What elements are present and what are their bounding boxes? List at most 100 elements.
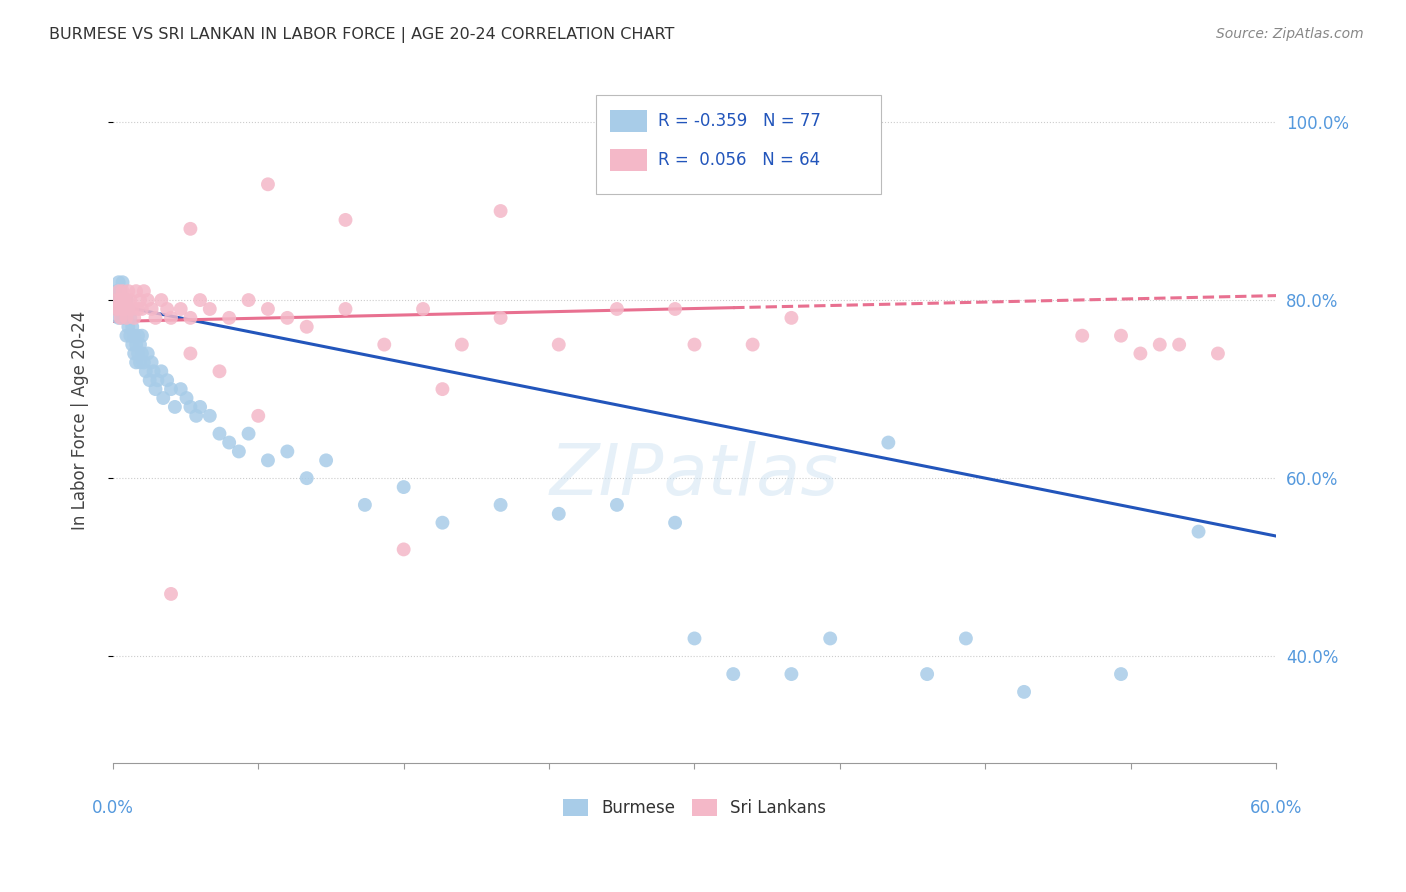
Point	[1109, 667, 1132, 681]
Point	[392, 542, 415, 557]
Point	[315, 453, 337, 467]
Point	[110, 301, 132, 316]
Point	[120, 310, 142, 325]
Point	[107, 301, 129, 316]
Point	[160, 382, 183, 396]
Point	[136, 346, 159, 360]
Point	[115, 310, 138, 325]
Point	[664, 516, 686, 530]
Point	[141, 355, 163, 369]
Point	[188, 400, 211, 414]
Point	[122, 310, 145, 325]
Point	[150, 293, 173, 307]
Point	[354, 498, 377, 512]
Point	[125, 284, 148, 298]
Text: ZIPatlas: ZIPatlas	[550, 441, 839, 509]
Point	[335, 213, 357, 227]
Point	[412, 301, 434, 316]
Point	[432, 382, 454, 396]
Point	[489, 204, 512, 219]
Point	[198, 409, 221, 423]
Point	[723, 667, 745, 681]
Point	[160, 310, 183, 325]
Point	[179, 222, 201, 236]
Point	[606, 498, 628, 512]
Point	[110, 284, 132, 298]
Point	[145, 382, 167, 396]
Point	[179, 310, 201, 325]
Point	[247, 409, 270, 423]
Point	[131, 328, 153, 343]
Point	[125, 355, 148, 369]
Point	[129, 355, 152, 369]
Point	[131, 346, 153, 360]
Point	[121, 301, 143, 316]
FancyBboxPatch shape	[596, 95, 880, 194]
Point	[127, 301, 149, 316]
Point	[1168, 337, 1191, 351]
Point	[131, 301, 153, 316]
Point	[295, 319, 318, 334]
Point	[122, 346, 145, 360]
Text: R =  0.056   N = 64: R = 0.056 N = 64	[658, 151, 821, 169]
Point	[120, 328, 142, 343]
Point	[117, 301, 139, 316]
Point	[392, 480, 415, 494]
Point	[107, 275, 129, 289]
Point	[780, 310, 803, 325]
Point	[111, 310, 134, 325]
Point	[276, 444, 298, 458]
Point	[107, 310, 129, 325]
Point	[1071, 328, 1094, 343]
Point	[129, 293, 152, 307]
Point	[1012, 685, 1035, 699]
Point	[160, 587, 183, 601]
Point	[132, 284, 155, 298]
Point	[780, 667, 803, 681]
Point	[238, 426, 260, 441]
Y-axis label: In Labor Force | Age 20-24: In Labor Force | Age 20-24	[72, 310, 89, 530]
Text: 0.0%: 0.0%	[91, 798, 134, 817]
Point	[110, 293, 132, 307]
Point	[114, 301, 136, 316]
Point	[547, 337, 569, 351]
Point	[132, 355, 155, 369]
Point	[127, 346, 149, 360]
Point	[228, 444, 250, 458]
Point	[335, 301, 357, 316]
Point	[606, 301, 628, 316]
Point	[129, 337, 152, 351]
Point	[156, 301, 179, 316]
Point	[135, 364, 157, 378]
Point	[163, 400, 186, 414]
Point	[115, 310, 138, 325]
Point	[127, 328, 149, 343]
Point	[105, 293, 128, 307]
Point	[179, 346, 201, 360]
Point	[295, 471, 318, 485]
FancyBboxPatch shape	[610, 110, 647, 132]
Point	[121, 319, 143, 334]
Point	[257, 453, 280, 467]
Point	[683, 337, 706, 351]
Point	[188, 293, 211, 307]
Point	[104, 293, 127, 307]
Point	[683, 632, 706, 646]
Point	[110, 293, 132, 307]
Legend: Burmese, Sri Lankans: Burmese, Sri Lankans	[557, 792, 832, 823]
Point	[107, 284, 129, 298]
Point	[1109, 328, 1132, 343]
Point	[238, 293, 260, 307]
Point	[115, 293, 138, 307]
Point	[152, 391, 174, 405]
Point	[110, 310, 132, 325]
Point	[117, 301, 139, 316]
Point	[276, 310, 298, 325]
Point	[138, 373, 160, 387]
Point	[489, 310, 512, 325]
Point	[114, 293, 136, 307]
Point	[146, 373, 169, 387]
Point	[915, 667, 938, 681]
Point	[105, 301, 128, 316]
Point	[105, 284, 128, 298]
